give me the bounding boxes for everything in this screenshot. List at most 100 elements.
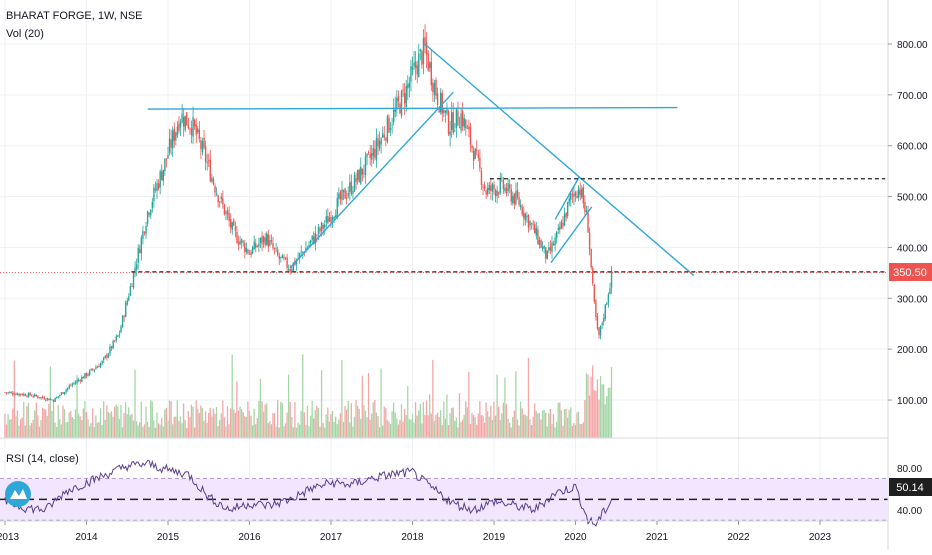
- volume-bar: [284, 423, 287, 438]
- volume-bar: [280, 401, 282, 438]
- volume-bar: [341, 359, 343, 438]
- candle-body: [229, 219, 232, 228]
- candle-body: [228, 213, 230, 221]
- candle-body: [71, 384, 74, 386]
- volume-bar: [79, 416, 81, 438]
- candle-body: [128, 296, 130, 301]
- candle-body: [557, 227, 559, 231]
- volume-bar: [551, 423, 553, 438]
- candle-body: [280, 256, 282, 258]
- candle-body: [283, 256, 285, 259]
- volume-bar: [156, 412, 158, 438]
- candle-body: [587, 212, 589, 233]
- candle-body: [540, 240, 542, 248]
- candle-body: [56, 397, 58, 399]
- candle-body: [344, 188, 346, 199]
- rsi-axis[interactable]: 80.00 40.00: [897, 464, 922, 517]
- trendline: [147, 106, 678, 110]
- candle-body: [98, 366, 100, 368]
- volume-bar: [562, 425, 564, 438]
- volume-bar: [364, 410, 367, 438]
- candle-body: [493, 184, 495, 190]
- candle-body: [131, 286, 133, 287]
- volume-bar: [410, 419, 412, 438]
- volume-bar: [430, 413, 432, 438]
- candle-body: [87, 374, 89, 376]
- volume-bar: [557, 402, 559, 438]
- volume-bar: [10, 419, 12, 438]
- volume-bar: [104, 419, 106, 438]
- time-tick-label: 2017: [320, 532, 343, 543]
- volume-bar: [4, 413, 6, 438]
- candle-body: [109, 346, 111, 354]
- volume-bar: [548, 413, 550, 438]
- candle-body: [84, 373, 86, 379]
- volume-bar: [204, 411, 207, 438]
- volume-bar: [327, 407, 329, 438]
- volume-bar: [422, 401, 425, 438]
- volume-bar: [585, 373, 588, 438]
- volume-bar: [253, 408, 255, 438]
- volume-bar: [240, 409, 243, 438]
- candle-body: [70, 385, 72, 387]
- candle-body: [10, 392, 12, 394]
- price-tick-label: 100.00: [897, 396, 928, 407]
- volume-bar: [43, 408, 45, 438]
- volume-bar: [382, 425, 384, 438]
- candle-body: [523, 212, 525, 218]
- volume-bar: [181, 423, 183, 438]
- volume-bar: [70, 410, 72, 438]
- volume-bar: [378, 427, 381, 438]
- volume-bar: [289, 401, 291, 438]
- candle-body: [609, 288, 611, 295]
- candle-body: [364, 156, 367, 175]
- candle-body: [535, 227, 538, 236]
- volume-bar: [203, 420, 205, 438]
- candle-body: [606, 302, 608, 305]
- volume-bar: [501, 413, 503, 438]
- tradingview-logo-icon[interactable]: [5, 481, 31, 507]
- candle-body: [165, 158, 168, 160]
- candle-body: [380, 138, 382, 145]
- volume-bar: [187, 411, 189, 438]
- volume-bar: [139, 422, 141, 438]
- candle-body: [215, 193, 218, 195]
- candle-body: [73, 382, 75, 384]
- candle-body: [485, 190, 487, 195]
- price-tick-label: 300.00: [897, 294, 928, 305]
- candle-body: [355, 177, 357, 182]
- volume-bar: [349, 422, 351, 438]
- candle-body: [562, 223, 564, 227]
- candle-body: [206, 161, 208, 164]
- candle-body: [496, 190, 498, 196]
- price-axis[interactable]: 800.00 700.00 600.00 500.00 400.00 300.00 200.…: [888, 40, 928, 407]
- candle-body: [9, 392, 11, 394]
- candle-body: [471, 145, 473, 148]
- candle-body: [186, 112, 188, 126]
- volume-bar: [519, 401, 522, 438]
- volume-bar: [118, 418, 121, 438]
- candle-body: [324, 224, 326, 228]
- candle-body: [226, 210, 229, 215]
- trendlines[interactable]: [0, 43, 888, 276]
- volume-bar: [356, 405, 359, 438]
- candle-body: [120, 326, 122, 333]
- volume-bar: [383, 406, 385, 438]
- price-tick-label: 800.00: [897, 40, 928, 51]
- rsi-legend: RSI (14, close): [6, 453, 79, 465]
- candle-body: [374, 148, 376, 158]
- candle-body: [300, 251, 302, 253]
- time-tick-label: 2014: [75, 532, 98, 543]
- volume-bar: [134, 369, 136, 438]
- volume-bar: [316, 405, 318, 438]
- volume-bar: [609, 387, 611, 438]
- candle-body: [474, 148, 476, 160]
- candle-body: [259, 237, 262, 243]
- time-axis[interactable]: 2013 2014 2015 2016 2017 2018 2019 2020 2021 2022…: [0, 521, 832, 543]
- candle-body: [82, 376, 85, 379]
- candle-body: [487, 187, 489, 195]
- candle-body: [200, 140, 202, 149]
- candle-body: [604, 304, 606, 319]
- volume-bar: [23, 401, 25, 438]
